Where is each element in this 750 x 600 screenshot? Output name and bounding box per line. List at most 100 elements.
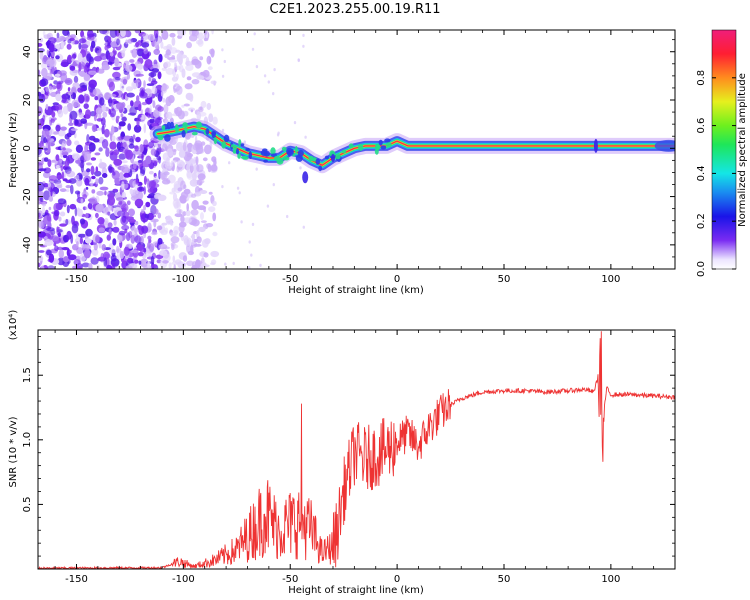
y-tick-label: 20 [22, 94, 33, 107]
heatmap-cell [70, 128, 78, 132]
heatmap-cell [171, 187, 176, 193]
heatmap-cell [166, 148, 174, 157]
heatmap-cell [143, 175, 147, 185]
ridge-spot [311, 157, 317, 162]
heatmap-cell [175, 106, 183, 117]
heatmap-cell [196, 75, 205, 80]
heatmap-cell [212, 116, 218, 125]
heatmap-cell [113, 149, 120, 156]
heatmap-cell [277, 131, 280, 135]
heatmap-cell [147, 34, 155, 41]
heatmap-cell [171, 37, 176, 46]
heatmap-cell [119, 82, 125, 92]
heatmap-cell [118, 200, 123, 205]
heatmap-cell [150, 148, 157, 156]
heatmap-cell [221, 128, 225, 132]
heatmap-cell [250, 253, 253, 257]
heatmap-cell [286, 214, 289, 219]
heatmap-cell [203, 30, 207, 35]
heatmap-cell [190, 193, 197, 198]
heatmap-cell [107, 195, 116, 206]
heatmap-cell [58, 216, 62, 222]
heatmap-cell [83, 175, 92, 184]
heatmap-cell [191, 237, 195, 244]
ridge-spot [238, 139, 242, 147]
colorbar-label: Normalized spectral amplitude [737, 73, 748, 227]
heatmap-cell [38, 160, 44, 166]
heatmap-cell [100, 117, 106, 126]
heatmap-cell [58, 35, 66, 42]
heatmap-cell [160, 172, 166, 179]
heatmap-cell [165, 67, 174, 75]
heatmap-cell [160, 91, 164, 97]
heatmap-cell [38, 198, 41, 205]
heatmap-cell [207, 66, 213, 71]
heatmap-cell [103, 92, 111, 100]
ridge-spot [385, 142, 392, 148]
heatmap-cell [138, 104, 142, 112]
heatmap-cell [76, 178, 83, 187]
heatmap-cell [150, 255, 155, 266]
heatmap-cell [297, 58, 300, 63]
heatmap-cell [161, 143, 168, 152]
heatmap-cell [232, 261, 235, 265]
heatmap-cell [57, 198, 67, 205]
heatmap-cell [54, 73, 61, 78]
heatmap-cell [98, 162, 107, 169]
heatmap-cell [209, 48, 215, 55]
heatmap-cell [193, 243, 202, 247]
ridge-spot [263, 159, 268, 163]
heatmap-cell [99, 186, 109, 191]
heatmap-cell [200, 220, 207, 224]
heatmap-cell [115, 102, 125, 110]
heatmap-cell [172, 255, 176, 263]
heatmap-cell [60, 126, 67, 131]
heatmap-cell [95, 166, 99, 173]
heatmap-cell [62, 147, 66, 151]
heatmap-cell [106, 234, 112, 241]
heatmap-cell [52, 102, 59, 106]
heatmap-cell [121, 215, 127, 223]
heatmap-cell [96, 127, 103, 131]
heatmap-cell [80, 118, 87, 124]
ridge-spot [212, 132, 216, 136]
heatmap-cell [111, 135, 116, 142]
heatmap-cell [99, 97, 105, 106]
heatmap-cell [60, 61, 69, 68]
heatmap-cell [152, 100, 156, 109]
heatmap-cell [221, 185, 224, 189]
heatmap-cell [91, 248, 99, 256]
heatmap-cell [243, 140, 246, 144]
heatmap-cell [77, 52, 83, 63]
heatmap-cell [109, 141, 117, 150]
heatmap-cell [103, 217, 109, 227]
heatmap-cell [134, 80, 137, 84]
heatmap-cell [117, 234, 123, 244]
ridge-spot [315, 158, 320, 165]
heatmap-cell [120, 113, 124, 118]
heatmap-cell [182, 211, 187, 217]
heatmap-cell [185, 60, 192, 66]
y-tick-label: -20 [22, 188, 33, 204]
y-tick-label: -40 [22, 237, 33, 253]
heatmap-cell [38, 69, 41, 76]
heatmap-cell [122, 78, 128, 85]
heatmap-cell [157, 212, 162, 219]
heatmap-cell [98, 147, 103, 152]
heatmap-cell [57, 80, 64, 85]
heatmap-cell [251, 222, 255, 226]
heatmap-cell [78, 42, 82, 50]
heatmap-cell [85, 238, 92, 244]
heatmap-cell [78, 112, 85, 118]
heatmap-cell [54, 104, 63, 111]
heatmap-cell [93, 138, 100, 143]
heatmap-cell [145, 201, 151, 208]
heatmap-cell [152, 64, 159, 69]
heatmap-cell [45, 85, 54, 94]
heatmap-cell [224, 262, 227, 266]
ridge-spot [264, 150, 270, 157]
heatmap-cell [148, 72, 157, 78]
ridge-spot [384, 138, 391, 143]
heatmap-cell [121, 225, 130, 231]
heatmap-cell [83, 249, 91, 259]
